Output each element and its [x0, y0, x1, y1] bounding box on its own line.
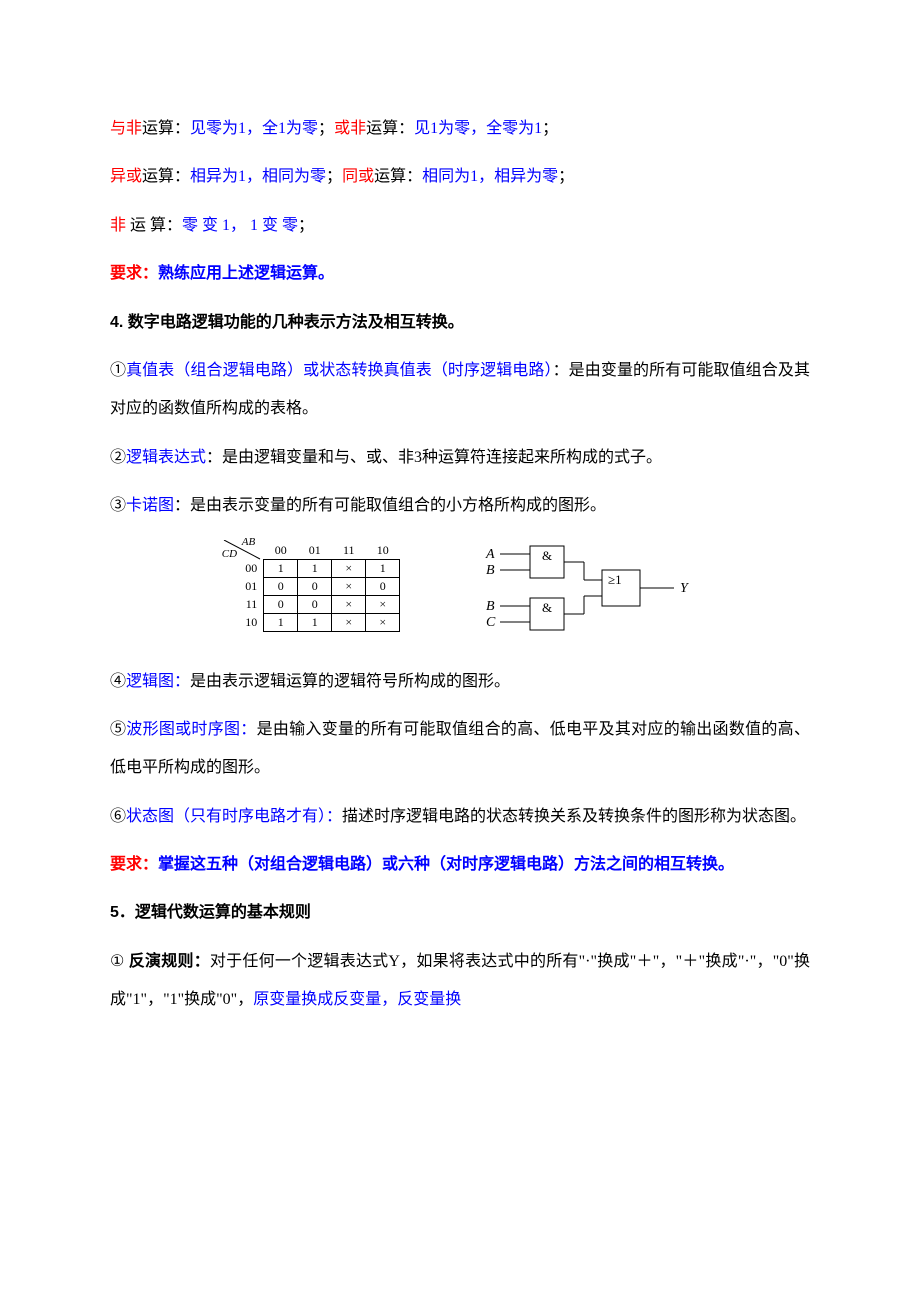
item-expression: ②逻辑表达式：是由逻辑变量和与、或、非3种运算符连接起来所构成的式子。 — [110, 439, 810, 477]
term: 逻辑图： — [126, 673, 190, 690]
text: 运算： — [374, 168, 422, 185]
desc: 是由表示逻辑运算的逻辑符号所构成的图形。 — [190, 673, 510, 690]
kmap-col-var: AB — [242, 536, 255, 548]
text: ； — [558, 168, 574, 185]
kmap-cell: 1 — [264, 614, 298, 632]
term-xor: 异或 — [110, 168, 142, 185]
document-page: 与非运算：见零为1，全1为零；或非运算：见1为零，全零为1； 异或运算：相异为1… — [0, 0, 920, 1090]
num: ① — [110, 362, 126, 379]
requirement-1: 要求：熟练应用上述逻辑运算。 — [110, 255, 810, 293]
kmap-cell: 0 — [298, 596, 332, 614]
kmap-cell: × — [332, 596, 366, 614]
text: 运算： — [142, 168, 190, 185]
desc-tail: 原变量换成反变量，反变量换 — [253, 991, 461, 1008]
term-not: 非 — [110, 217, 126, 234]
and-gate-label: & — [542, 600, 552, 615]
num: ① — [110, 953, 129, 970]
figure-row: AB CD 00 01 11 10 0011×10100×01100××1011… — [110, 540, 810, 645]
item-waveform: ⑤波形图或时序图：是由输入变量的所有可能取值组合的高、低电平及其对应的输出函数值… — [110, 711, 810, 788]
num: ⑤ — [110, 721, 126, 738]
term-nand: 与非 — [110, 120, 142, 137]
item-truth-table: ①真值表（组合逻辑电路）或状态转换真值表（时序逻辑电路）：是由变量的所有可能取值… — [110, 352, 810, 429]
requirement-label: 要求： — [110, 856, 158, 873]
kmap-cell: 1 — [298, 560, 332, 578]
text: ； — [298, 217, 314, 234]
kmap-cell: × — [332, 560, 366, 578]
text: 运 算： — [126, 217, 182, 234]
kmap-colhdr: 00 — [264, 542, 298, 560]
paragraph-xor-xnor: 异或运算：相异为1，相同为零；同或运算：相同为1，相异为零； — [110, 158, 810, 196]
input-b: B — [486, 563, 495, 578]
item-inverse-rule: ① 反演规则：对于任何一个逻辑表达式Y，如果将表达式中的所有"·"换成"＋"，"… — [110, 943, 810, 1020]
kmap-cell: × — [366, 614, 400, 632]
paragraph-not: 非 运 算：零 变 1， 1 变 零； — [110, 207, 810, 245]
kmap-rowhdr: 10 — [220, 614, 264, 632]
term: 真值表（组合逻辑电路）或状态转换真值表（时序逻辑电路） — [126, 362, 552, 379]
rule-not: 零 变 1， 1 变 零 — [182, 217, 298, 234]
rule-xor: 相异为1，相同为零 — [190, 168, 326, 185]
kmap-cell: 0 — [264, 596, 298, 614]
rule-nor: 见1为零，全零为1 — [414, 120, 542, 137]
kmap-row-var: CD — [222, 548, 237, 560]
text: ； — [318, 120, 334, 137]
rule-nand: 见零为1，全1为零 — [190, 120, 318, 137]
term: 反演规则： — [129, 953, 210, 970]
input-b2: B — [486, 599, 495, 614]
kmap-cell: 1 — [264, 560, 298, 578]
item-state-diagram: ⑥状态图（只有时序电路才有）：描述时序逻辑电路的状态转换关系及转换条件的图形称为… — [110, 798, 810, 836]
rule-xnor: 相同为1，相异为零 — [422, 168, 558, 185]
item-logic-diagram: ④逻辑图：是由表示逻辑运算的逻辑符号所构成的图形。 — [110, 663, 810, 701]
input-a: A — [485, 547, 495, 562]
num: ③ — [110, 497, 126, 514]
kmap-rowhdr: 00 — [220, 560, 264, 578]
desc: 描述时序逻辑电路的状态转换关系及转换条件的图形称为状态图。 — [342, 808, 806, 825]
logic-svg: & A B & B C ≥1 — [470, 540, 700, 640]
requirement-text: 熟练应用上述逻辑运算。 — [158, 265, 334, 282]
or-gate-label: ≥1 — [608, 572, 622, 587]
num: ⑥ — [110, 808, 126, 825]
num: ④ — [110, 673, 126, 690]
kmap-cell: 0 — [298, 578, 332, 596]
text: 运算： — [366, 120, 414, 137]
term: 卡诺图 — [126, 497, 174, 514]
item-kmap: ③卡诺图：是由表示变量的所有可能取值组合的小方格所构成的图形。 — [110, 487, 810, 525]
text: ； — [326, 168, 342, 185]
requirement-label: 要求： — [110, 265, 158, 282]
desc: ：是由表示变量的所有可能取值组合的小方格所构成的图形。 — [174, 497, 606, 514]
logic-diagram: & A B & B C ≥1 — [470, 540, 700, 645]
heading-section-5: 5．逻辑代数运算的基本规则 — [110, 894, 810, 932]
kmap-rowhdr: 11 — [220, 596, 264, 614]
kmap-rowhdr: 01 — [220, 578, 264, 596]
term-xnor: 同或 — [342, 168, 374, 185]
term-nor: 或非 — [334, 120, 366, 137]
term: 状态图（只有时序电路才有）： — [126, 808, 342, 825]
heading-section-4: 4. 数字电路逻辑功能的几种表示方法及相互转换。 — [110, 304, 810, 342]
requirement-2: 要求：掌握这五种（对组合逻辑电路）或六种（对时序逻辑电路）方法之间的相互转换。 — [110, 846, 810, 884]
paragraph-nand-nor: 与非运算：见零为1，全1为零；或非运算：见1为零，全零为1； — [110, 110, 810, 148]
kmap-cell: × — [332, 614, 366, 632]
kmap-colhdr: 11 — [332, 542, 366, 560]
term: 逻辑表达式 — [126, 449, 206, 466]
kmap-cell: 0 — [264, 578, 298, 596]
text: 运算： — [142, 120, 190, 137]
kmap-colhdr: 10 — [366, 542, 400, 560]
text: ； — [542, 120, 558, 137]
kmap-cell: × — [366, 596, 400, 614]
kmap-cell: 0 — [366, 578, 400, 596]
kmap-cell: 1 — [366, 560, 400, 578]
kmap-colhdr: 01 — [298, 542, 332, 560]
num: ② — [110, 449, 126, 466]
kmap-cell: 1 — [298, 614, 332, 632]
requirement-text: 掌握这五种（对组合逻辑电路）或六种（对时序逻辑电路）方法之间的相互转换。 — [158, 856, 734, 873]
desc: ：是由逻辑变量和与、或、非3种运算符连接起来所构成的式子。 — [206, 449, 662, 466]
kmap-cell: × — [332, 578, 366, 596]
term: 波形图或时序图： — [126, 721, 256, 738]
karnaugh-map: AB CD 00 01 11 10 0011×10100×01100××1011… — [220, 540, 401, 633]
kmap-corner: AB CD — [220, 540, 264, 562]
output-y: Y — [680, 581, 690, 596]
and-gate-label: & — [542, 548, 552, 563]
input-c: C — [486, 615, 496, 630]
